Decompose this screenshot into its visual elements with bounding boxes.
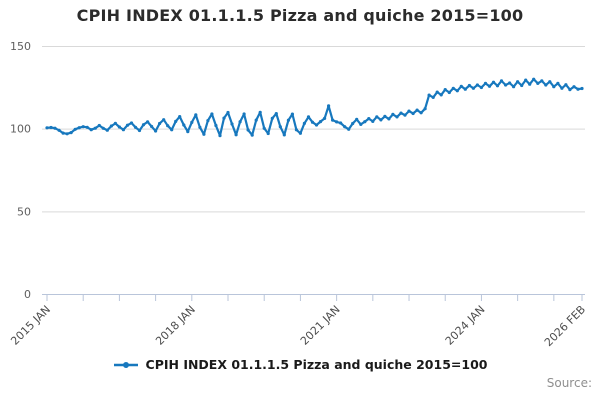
svg-text:0: 0 [24,288,31,301]
svg-text:2015 JAN: 2015 JAN [8,303,53,348]
chart-title: CPIH INDEX 01.1.1.5 Pizza and quiche 201… [76,6,524,25]
svg-text:2024 JAN: 2024 JAN [443,303,488,348]
svg-text:100: 100 [10,123,31,136]
svg-text:2018 JAN: 2018 JAN [153,303,198,348]
svg-text:150: 150 [10,40,31,53]
svg-text:50: 50 [17,205,31,218]
source-label: Source: [546,376,592,390]
legend-item[interactable]: CPIH INDEX 01.1.1.5 Pizza and quiche 201… [113,357,488,372]
legend-label: CPIH INDEX 01.1.1.5 Pizza and quiche 201… [145,357,488,372]
legend: CPIH INDEX 01.1.1.5 Pizza and quiche 201… [0,357,600,372]
legend-line-icon [113,361,138,368]
svg-text:2026 FEB: 2026 FEB [542,303,588,349]
line-chart: 0 50 100 150 2015 JAN 2018 JAN 2021 JAN 2024 JA… [8,40,588,349]
svg-text:2021 JAN: 2021 JAN [298,303,343,348]
